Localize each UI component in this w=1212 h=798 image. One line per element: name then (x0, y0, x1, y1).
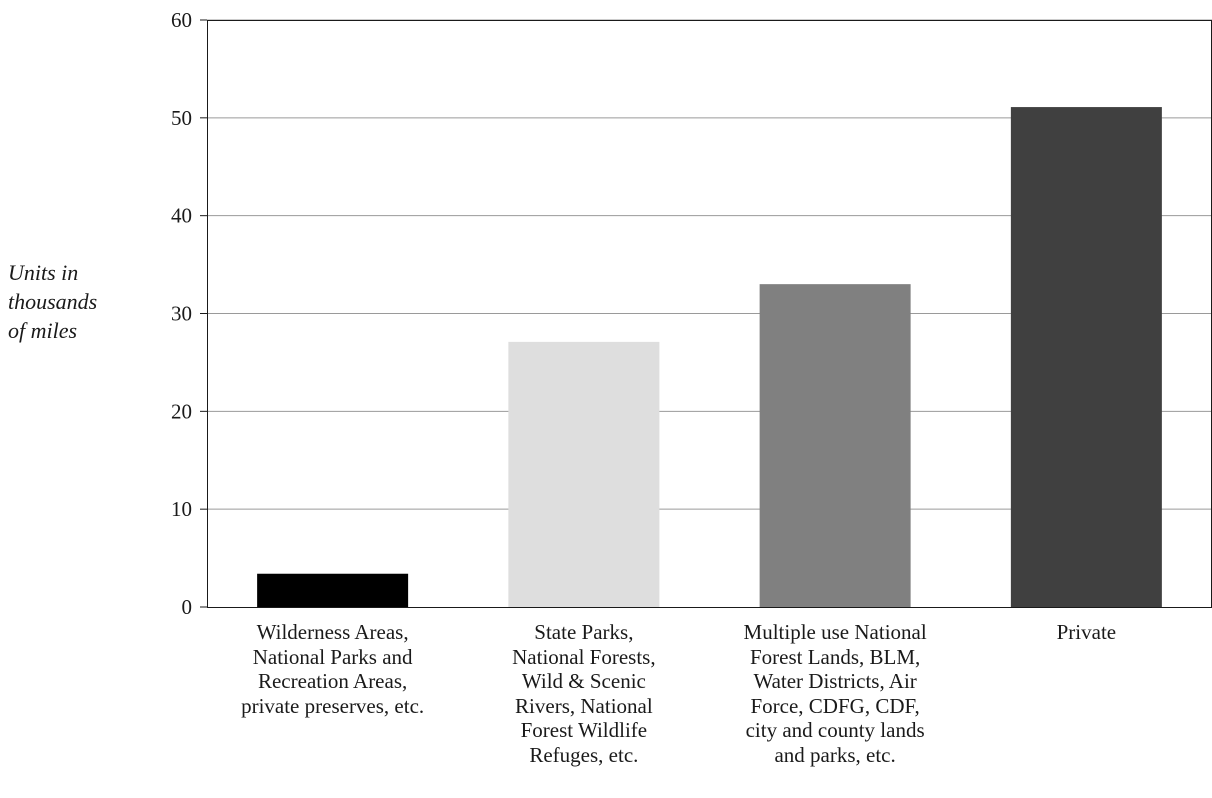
bar (1010, 107, 1162, 608)
y-axis-label-line: Units in (8, 260, 79, 285)
bar (257, 573, 409, 607)
x-tick-label-line: city and county lands (745, 718, 925, 742)
y-tick-label: 20 (171, 399, 192, 423)
bar (508, 341, 660, 607)
x-tick-label-line: Private (1056, 620, 1117, 644)
x-tick-label: Multiple use National Forest Lands, BLM, W… (710, 620, 960, 767)
bar (759, 284, 911, 607)
x-tick-label: State Parks, National Forests, Wild & Scen… (459, 620, 709, 767)
y-tick-label: 60 (171, 8, 192, 32)
x-tick-label-line: Recreation Areas, (257, 669, 408, 693)
x-tick-label-line: Refuges, etc. (529, 742, 639, 767)
x-tick-label-line: National Forests, (512, 644, 656, 669)
x-tick-label-line: Forest Wildlife (520, 718, 648, 742)
y-axis-label-line: thousands (8, 289, 98, 314)
y-tick-label: 0 (182, 595, 193, 619)
x-tick-label-line: private preserves, etc. (241, 693, 425, 718)
y-tick-label: 30 (171, 302, 192, 326)
x-tick-label-line: Wilderness Areas, (256, 620, 409, 644)
x-tick-label-line: Wild & Scenic (521, 669, 646, 693)
x-tick-label-line: Multiple use National (743, 620, 927, 644)
y-axis-label-line: of miles (8, 318, 78, 343)
x-tick-label-line: Force, CDFG, CDF, (750, 693, 920, 718)
x-tick-label-line: Rivers, National (515, 693, 653, 718)
x-tick-label-line: and parks, etc. (774, 742, 896, 767)
y-tick-label: 10 (171, 497, 192, 521)
y-tick-label: 50 (171, 106, 192, 130)
x-tick-label: Wilderness Areas, National Parks and Recre… (208, 620, 458, 718)
x-tick-label-line: State Parks, (534, 620, 634, 644)
x-tick-label: Private (961, 620, 1211, 645)
y-tick-label: 40 (171, 204, 192, 228)
x-tick-label-line: National Parks and (252, 644, 413, 669)
y-axis-label: Units in thousands of miles (8, 258, 138, 345)
x-tick-label-line: Forest Lands, BLM, (749, 644, 921, 669)
x-tick-label-line: Water Districts, Air (753, 669, 917, 693)
